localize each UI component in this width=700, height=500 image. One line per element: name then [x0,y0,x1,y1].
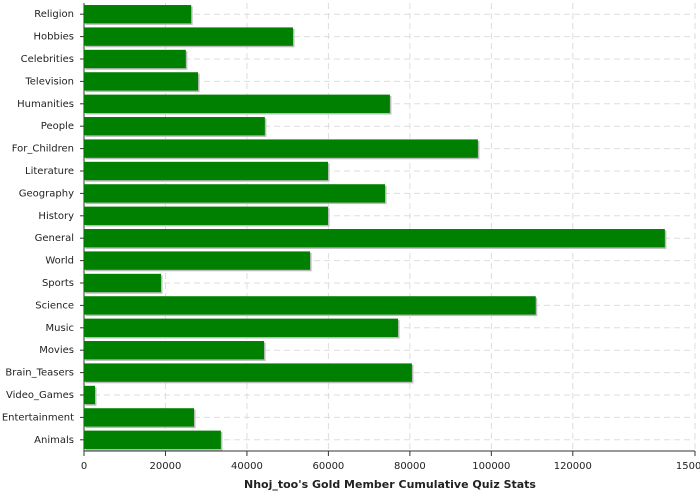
y-tick-label: Humanities [17,99,74,110]
bar [84,341,265,360]
bar [84,72,199,91]
bar [84,363,412,382]
y-tick-label: Sports [42,278,74,289]
y-tick-label: World [45,256,74,267]
y-tick-label: General [35,233,74,244]
bar [84,229,665,248]
bar [84,385,95,405]
y-tick-label: Science [35,300,74,311]
bar [84,139,478,158]
x-tick-label: 120000 [554,461,592,472]
y-tick-label: Television [24,76,74,87]
y-tick-label: Geography [19,188,74,199]
y-tick-label: Music [46,323,74,334]
bar [84,430,221,449]
bar [84,117,265,136]
bar [84,5,192,24]
bar [84,49,186,69]
bar [84,318,399,337]
y-tick-label: For_Children [12,144,74,155]
chart-title: Nhoj_too's Gold Member Cumulative Quiz S… [244,478,536,491]
y-tick-label: Brain_Teasers [5,368,74,379]
bar [84,273,161,293]
bar [84,161,328,181]
y-tick-label: Movies [39,345,74,356]
x-tick-label: 0 [81,461,87,472]
y-tick-label: People [41,121,74,132]
y-tick-label: History [38,211,74,222]
bar [84,184,386,203]
x-tick-label: 40000 [231,461,263,472]
y-tick-label: Animals [34,435,74,446]
bar [84,94,390,113]
y-tick-label: Video_Games [6,390,74,401]
x-tick-label: 20000 [150,461,182,472]
bar [84,408,194,427]
bar [84,27,293,46]
y-tick-label: Literature [25,166,74,177]
x-tick-label: 150000 [676,461,700,472]
bar [84,206,328,225]
x-tick-label: 80000 [394,461,426,472]
y-tick-label: Celebrities [21,54,74,65]
y-tick-label: Hobbies [34,32,74,43]
x-tick-label: 60000 [312,461,344,472]
bar [84,296,536,315]
x-tick-label: 100000 [472,461,510,472]
bar [84,251,311,270]
y-tick-label: Entertainment [2,412,74,423]
y-tick-label: Religion [34,9,74,20]
